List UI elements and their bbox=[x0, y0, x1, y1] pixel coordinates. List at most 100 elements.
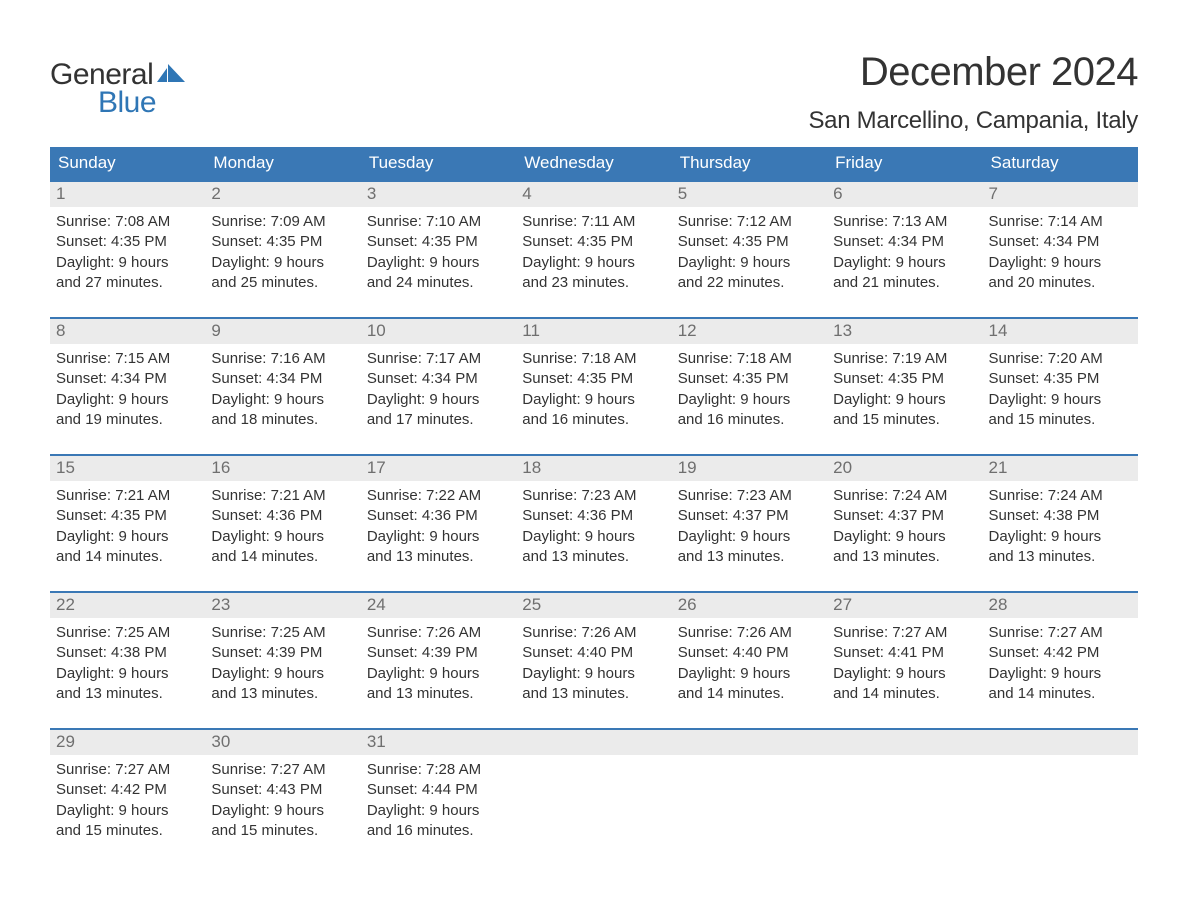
day-sunset: Sunset: 4:35 PM bbox=[678, 232, 821, 252]
day-cell: 31Sunrise: 7:28 AMSunset: 4:44 PMDayligh… bbox=[361, 730, 516, 845]
day-sunrise: Sunrise: 7:15 AM bbox=[56, 349, 199, 369]
day-number: 1 bbox=[50, 182, 205, 207]
day-daylight2: and 13 minutes. bbox=[522, 684, 665, 704]
day-daylight2: and 15 minutes. bbox=[989, 410, 1132, 430]
day-sunset: Sunset: 4:40 PM bbox=[678, 643, 821, 663]
day-daylight1: Daylight: 9 hours bbox=[678, 390, 821, 410]
day-sunset: Sunset: 4:36 PM bbox=[211, 506, 354, 526]
day-daylight2: and 23 minutes. bbox=[522, 273, 665, 293]
day-sunrise: Sunrise: 7:25 AM bbox=[56, 623, 199, 643]
calendar: SundayMondayTuesdayWednesdayThursdayFrid… bbox=[50, 147, 1138, 845]
day-daylight2: and 22 minutes. bbox=[678, 273, 821, 293]
location: San Marcellino, Campania, Italy bbox=[808, 107, 1138, 135]
day-daylight2: and 15 minutes. bbox=[56, 821, 199, 841]
day-number: 5 bbox=[672, 182, 827, 207]
day-number: 24 bbox=[361, 593, 516, 618]
day-daylight2: and 15 minutes. bbox=[211, 821, 354, 841]
week-row: 1Sunrise: 7:08 AMSunset: 4:35 PMDaylight… bbox=[50, 180, 1138, 297]
day-daylight2: and 13 minutes. bbox=[522, 547, 665, 567]
day-cell: 16Sunrise: 7:21 AMSunset: 4:36 PMDayligh… bbox=[205, 456, 360, 571]
day-cell: 8Sunrise: 7:15 AMSunset: 4:34 PMDaylight… bbox=[50, 319, 205, 434]
day-sunset: Sunset: 4:35 PM bbox=[678, 369, 821, 389]
day-daylight2: and 16 minutes. bbox=[522, 410, 665, 430]
day-sunset: Sunset: 4:39 PM bbox=[367, 643, 510, 663]
day-sunrise: Sunrise: 7:08 AM bbox=[56, 212, 199, 232]
day-sunrise: Sunrise: 7:14 AM bbox=[989, 212, 1132, 232]
day-cell: 18Sunrise: 7:23 AMSunset: 4:36 PMDayligh… bbox=[516, 456, 671, 571]
weekday-header-row: SundayMondayTuesdayWednesdayThursdayFrid… bbox=[50, 147, 1138, 180]
header: General Blue December 2024 San Marcellin… bbox=[50, 50, 1138, 135]
day-sunrise: Sunrise: 7:21 AM bbox=[211, 486, 354, 506]
day-sunset: Sunset: 4:38 PM bbox=[989, 506, 1132, 526]
day-daylight2: and 18 minutes. bbox=[211, 410, 354, 430]
day-sunset: Sunset: 4:37 PM bbox=[678, 506, 821, 526]
week-row: 29Sunrise: 7:27 AMSunset: 4:42 PMDayligh… bbox=[50, 728, 1138, 845]
day-body: Sunrise: 7:22 AMSunset: 4:36 PMDaylight:… bbox=[361, 481, 516, 571]
day-daylight2: and 25 minutes. bbox=[211, 273, 354, 293]
day-body: Sunrise: 7:15 AMSunset: 4:34 PMDaylight:… bbox=[50, 344, 205, 434]
day-daylight2: and 14 minutes. bbox=[989, 684, 1132, 704]
day-daylight2: and 16 minutes. bbox=[678, 410, 821, 430]
day-sunset: Sunset: 4:37 PM bbox=[833, 506, 976, 526]
day-sunset: Sunset: 4:36 PM bbox=[367, 506, 510, 526]
day-daylight1: Daylight: 9 hours bbox=[56, 527, 199, 547]
day-cell: 2Sunrise: 7:09 AMSunset: 4:35 PMDaylight… bbox=[205, 182, 360, 297]
day-body: Sunrise: 7:26 AMSunset: 4:39 PMDaylight:… bbox=[361, 618, 516, 708]
week-row: 22Sunrise: 7:25 AMSunset: 4:38 PMDayligh… bbox=[50, 591, 1138, 708]
day-number: 25 bbox=[516, 593, 671, 618]
day-sunset: Sunset: 4:41 PM bbox=[833, 643, 976, 663]
weekday-header: Saturday bbox=[983, 147, 1138, 180]
day-number: 17 bbox=[361, 456, 516, 481]
day-number: 7 bbox=[983, 182, 1138, 207]
day-cell: 14Sunrise: 7:20 AMSunset: 4:35 PMDayligh… bbox=[983, 319, 1138, 434]
day-sunrise: Sunrise: 7:16 AM bbox=[211, 349, 354, 369]
day-number: 8 bbox=[50, 319, 205, 344]
day-sunrise: Sunrise: 7:21 AM bbox=[56, 486, 199, 506]
day-cell: 4Sunrise: 7:11 AMSunset: 4:35 PMDaylight… bbox=[516, 182, 671, 297]
weekday-header: Thursday bbox=[672, 147, 827, 180]
day-daylight1: Daylight: 9 hours bbox=[678, 664, 821, 684]
day-cell: 9Sunrise: 7:16 AMSunset: 4:34 PMDaylight… bbox=[205, 319, 360, 434]
day-body: Sunrise: 7:23 AMSunset: 4:37 PMDaylight:… bbox=[672, 481, 827, 571]
day-sunset: Sunset: 4:35 PM bbox=[56, 232, 199, 252]
day-sunset: Sunset: 4:35 PM bbox=[989, 369, 1132, 389]
day-cell: 11Sunrise: 7:18 AMSunset: 4:35 PMDayligh… bbox=[516, 319, 671, 434]
day-cell: 23Sunrise: 7:25 AMSunset: 4:39 PMDayligh… bbox=[205, 593, 360, 708]
weekday-header: Friday bbox=[827, 147, 982, 180]
day-daylight1: Daylight: 9 hours bbox=[522, 253, 665, 273]
day-cell: 22Sunrise: 7:25 AMSunset: 4:38 PMDayligh… bbox=[50, 593, 205, 708]
day-body: Sunrise: 7:11 AMSunset: 4:35 PMDaylight:… bbox=[516, 207, 671, 297]
day-cell: 7Sunrise: 7:14 AMSunset: 4:34 PMDaylight… bbox=[983, 182, 1138, 297]
day-cell: 25Sunrise: 7:26 AMSunset: 4:40 PMDayligh… bbox=[516, 593, 671, 708]
day-sunrise: Sunrise: 7:24 AM bbox=[833, 486, 976, 506]
day-daylight1: Daylight: 9 hours bbox=[211, 253, 354, 273]
day-daylight1: Daylight: 9 hours bbox=[56, 801, 199, 821]
day-daylight1: Daylight: 9 hours bbox=[833, 664, 976, 684]
day-sunrise: Sunrise: 7:25 AM bbox=[211, 623, 354, 643]
day-number: 11 bbox=[516, 319, 671, 344]
day-daylight1: Daylight: 9 hours bbox=[367, 664, 510, 684]
day-daylight1: Daylight: 9 hours bbox=[522, 527, 665, 547]
day-number: 14 bbox=[983, 319, 1138, 344]
day-number: 2 bbox=[205, 182, 360, 207]
day-body: Sunrise: 7:27 AMSunset: 4:41 PMDaylight:… bbox=[827, 618, 982, 708]
day-body: Sunrise: 7:12 AMSunset: 4:35 PMDaylight:… bbox=[672, 207, 827, 297]
day-sunset: Sunset: 4:34 PM bbox=[989, 232, 1132, 252]
day-daylight2: and 13 minutes. bbox=[367, 547, 510, 567]
day-body: Sunrise: 7:25 AMSunset: 4:39 PMDaylight:… bbox=[205, 618, 360, 708]
day-body: Sunrise: 7:19 AMSunset: 4:35 PMDaylight:… bbox=[827, 344, 982, 434]
day-cell: 28Sunrise: 7:27 AMSunset: 4:42 PMDayligh… bbox=[983, 593, 1138, 708]
day-daylight2: and 13 minutes. bbox=[833, 547, 976, 567]
day-body: Sunrise: 7:23 AMSunset: 4:36 PMDaylight:… bbox=[516, 481, 671, 571]
day-cell: 24Sunrise: 7:26 AMSunset: 4:39 PMDayligh… bbox=[361, 593, 516, 708]
logo: General Blue bbox=[50, 50, 185, 120]
day-cell: 3Sunrise: 7:10 AMSunset: 4:35 PMDaylight… bbox=[361, 182, 516, 297]
day-daylight1: Daylight: 9 hours bbox=[833, 253, 976, 273]
day-daylight2: and 13 minutes. bbox=[678, 547, 821, 567]
day-body: Sunrise: 7:26 AMSunset: 4:40 PMDaylight:… bbox=[516, 618, 671, 708]
day-number: 28 bbox=[983, 593, 1138, 618]
day-body: Sunrise: 7:27 AMSunset: 4:42 PMDaylight:… bbox=[50, 755, 205, 845]
day-body: Sunrise: 7:27 AMSunset: 4:42 PMDaylight:… bbox=[983, 618, 1138, 708]
day-daylight1: Daylight: 9 hours bbox=[367, 527, 510, 547]
day-daylight1: Daylight: 9 hours bbox=[989, 390, 1132, 410]
